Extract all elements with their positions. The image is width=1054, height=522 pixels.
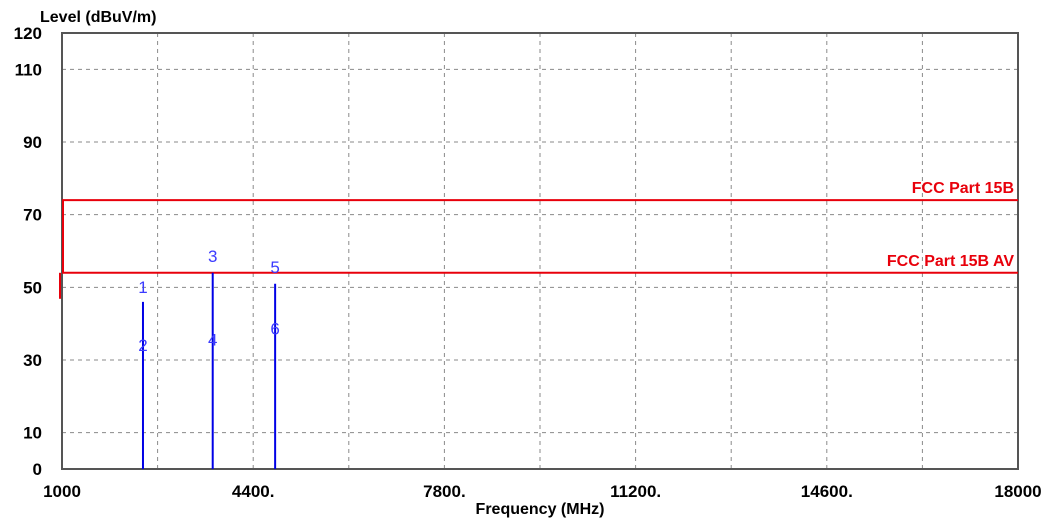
y-tick-label: 120: [14, 24, 42, 43]
limit-label: FCC Part 15B: [912, 180, 1014, 197]
y-axis-label: Level (dBuV/m): [40, 9, 156, 26]
x-tick-label: 7800.: [423, 482, 466, 501]
y-tick-label: 30: [23, 351, 42, 370]
marker-labels: 1 2 3 4 5 6: [138, 247, 280, 355]
marker-label: 2: [138, 336, 147, 355]
limit-label: FCC Part 15B AV: [887, 253, 1014, 270]
limit-lines: FCC Part 15B FCC Part 15B AV: [60, 180, 1018, 299]
grid: [62, 33, 1018, 469]
y-tick-label: 10: [23, 424, 42, 443]
x-tick-label: 11200.: [610, 482, 661, 501]
x-tick-label: 14600.: [801, 482, 853, 501]
y-tick-label: 70: [23, 206, 42, 225]
y-tick-label: 110: [15, 60, 42, 79]
x-axis-label: Frequency (MHz): [476, 501, 605, 518]
y-tick-label: 0: [33, 460, 42, 479]
marker-label: 3: [208, 247, 217, 266]
y-tick-label: 50: [23, 278, 42, 297]
emission-lines: [143, 273, 275, 469]
y-tick-label: 90: [23, 133, 42, 152]
marker-label: 1: [138, 278, 147, 297]
x-tick-label: 18000: [994, 482, 1041, 501]
x-tick-label: 4400.: [232, 482, 275, 501]
marker-label: 4: [208, 330, 217, 349]
x-tick-label: 1000: [43, 482, 81, 501]
marker-label: 6: [270, 320, 279, 339]
marker-label: 5: [270, 258, 279, 277]
